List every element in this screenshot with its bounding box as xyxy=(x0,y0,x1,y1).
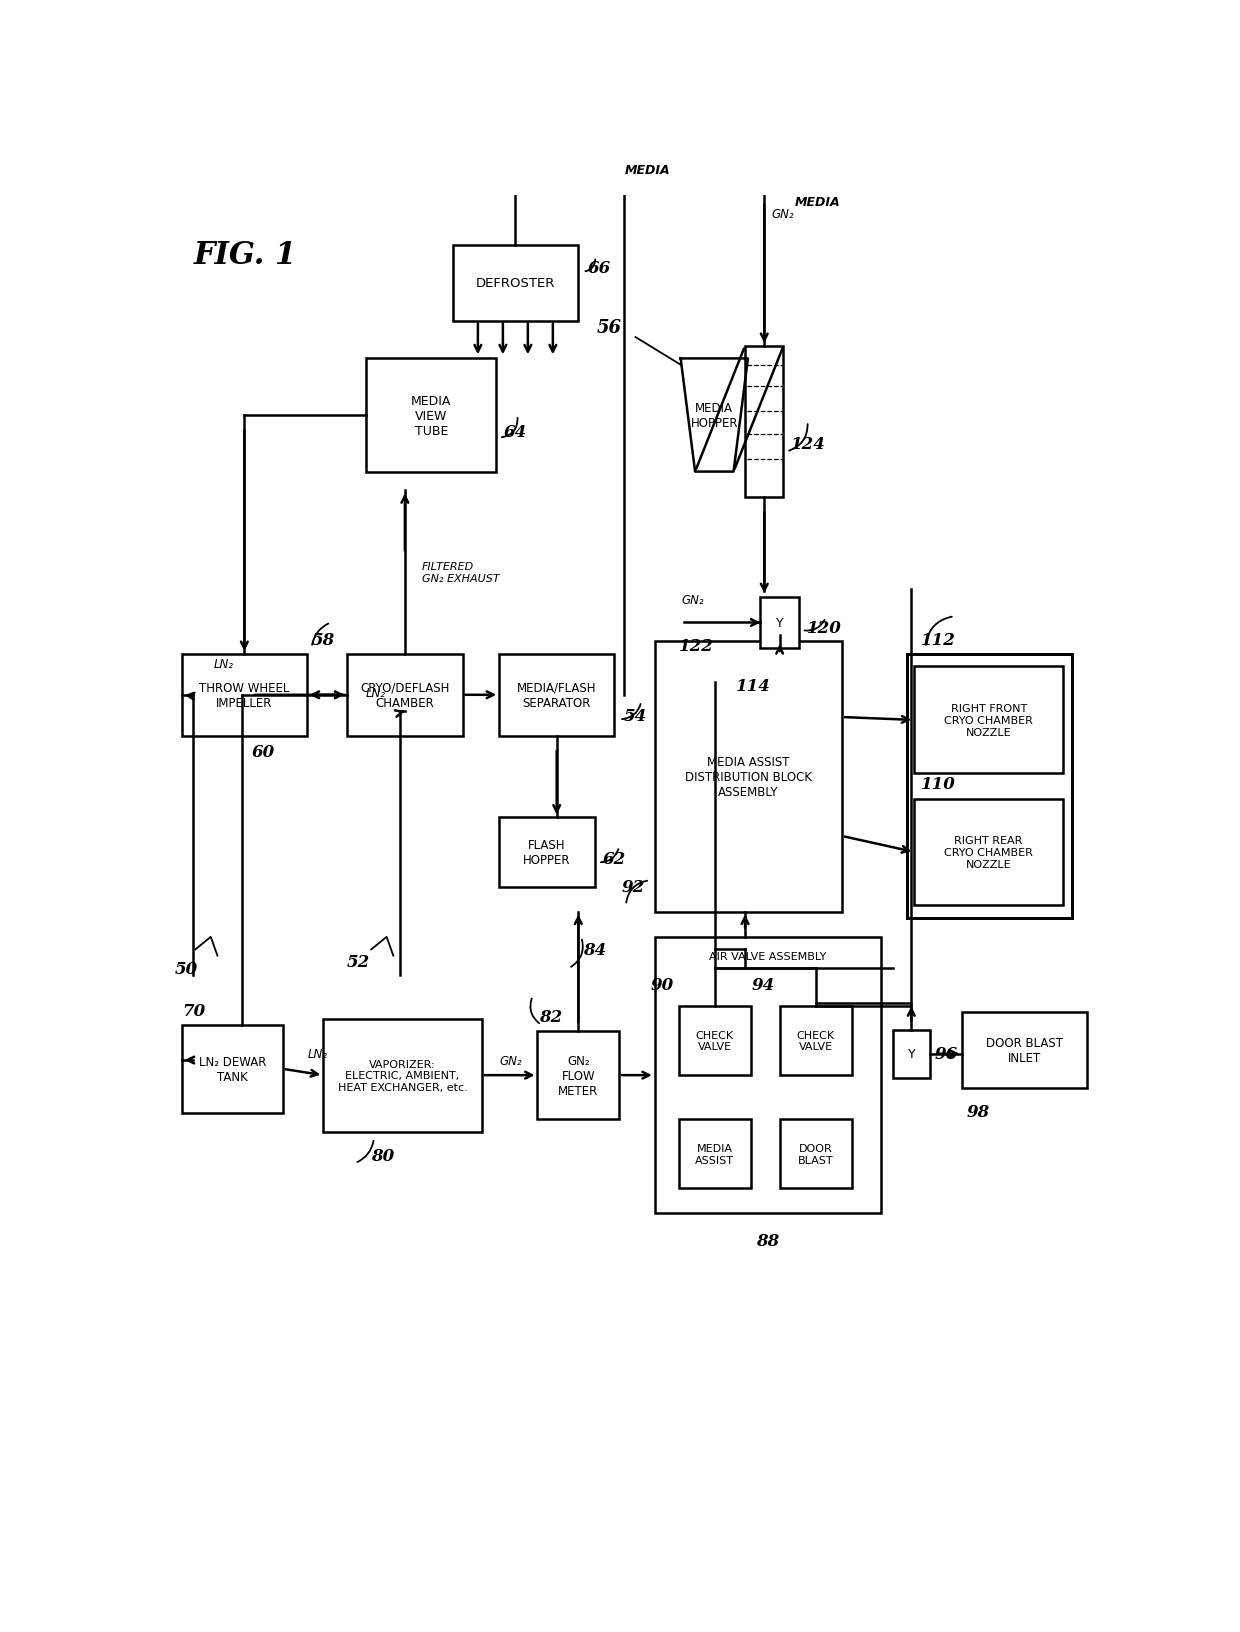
Text: 92: 92 xyxy=(622,878,645,896)
FancyBboxPatch shape xyxy=(655,641,842,912)
FancyBboxPatch shape xyxy=(962,1012,1087,1089)
Text: 114: 114 xyxy=(737,677,771,695)
Text: MEDIA/FLASH
SEPARATOR: MEDIA/FLASH SEPARATOR xyxy=(517,682,596,710)
Text: LN₂ DEWAR
TANK: LN₂ DEWAR TANK xyxy=(198,1056,267,1084)
Text: FLASH
HOPPER: FLASH HOPPER xyxy=(523,839,570,867)
Text: AIR VALVE ASSEMBLY: AIR VALVE ASSEMBLY xyxy=(709,951,826,961)
Text: 52: 52 xyxy=(347,953,371,971)
Text: 120: 120 xyxy=(806,620,842,636)
FancyBboxPatch shape xyxy=(182,654,306,736)
Text: GN₂: GN₂ xyxy=(773,209,795,222)
Text: 64: 64 xyxy=(503,424,527,441)
Text: 56: 56 xyxy=(596,318,622,336)
Text: DOOR BLAST
INLET: DOOR BLAST INLET xyxy=(986,1036,1063,1064)
Text: MEDIA: MEDIA xyxy=(795,196,841,209)
FancyBboxPatch shape xyxy=(780,1120,852,1188)
FancyBboxPatch shape xyxy=(893,1030,930,1079)
Text: DEFROSTER: DEFROSTER xyxy=(476,277,556,290)
Text: 124: 124 xyxy=(791,436,826,454)
Text: LN₂: LN₂ xyxy=(366,687,386,700)
Text: RIGHT REAR
CRYO CHAMBER
NOZZLE: RIGHT REAR CRYO CHAMBER NOZZLE xyxy=(944,836,1033,868)
Text: MEDIA
ASSIST: MEDIA ASSIST xyxy=(696,1144,734,1165)
Text: 82: 82 xyxy=(539,1009,563,1025)
Text: 80: 80 xyxy=(371,1147,394,1164)
FancyBboxPatch shape xyxy=(678,1007,751,1075)
Text: DOOR
BLAST: DOOR BLAST xyxy=(797,1144,833,1165)
Text: 90: 90 xyxy=(651,978,675,994)
Text: 88: 88 xyxy=(756,1232,779,1250)
Text: MEDIA: MEDIA xyxy=(625,165,671,178)
FancyBboxPatch shape xyxy=(914,800,1063,906)
Text: CHECK
VALVE: CHECK VALVE xyxy=(796,1030,835,1051)
Polygon shape xyxy=(681,359,748,472)
Text: 58: 58 xyxy=(311,632,335,648)
Text: VAPORIZER:
ELECTRIC, AMBIENT,
HEAT EXCHANGER, etc.: VAPORIZER: ELECTRIC, AMBIENT, HEAT EXCHA… xyxy=(337,1059,467,1092)
FancyBboxPatch shape xyxy=(182,1025,283,1113)
Text: 122: 122 xyxy=(678,636,714,654)
Text: 110: 110 xyxy=(921,775,956,793)
Text: Y: Y xyxy=(908,1048,915,1061)
Text: 54: 54 xyxy=(624,707,647,725)
FancyBboxPatch shape xyxy=(914,667,1063,774)
Text: 112: 112 xyxy=(921,632,956,648)
FancyBboxPatch shape xyxy=(498,654,614,736)
FancyBboxPatch shape xyxy=(367,359,496,472)
Text: GN₂: GN₂ xyxy=(682,594,704,607)
FancyBboxPatch shape xyxy=(745,346,784,498)
FancyBboxPatch shape xyxy=(537,1031,619,1120)
Text: MEDIA
HOPPER: MEDIA HOPPER xyxy=(691,401,738,429)
Text: CRYO/DEFLASH
CHAMBER: CRYO/DEFLASH CHAMBER xyxy=(360,682,450,710)
FancyBboxPatch shape xyxy=(453,246,578,322)
Text: MEDIA ASSIST
DISTRIBUTION BLOCK
ASSEMBLY: MEDIA ASSIST DISTRIBUTION BLOCK ASSEMBLY xyxy=(684,756,812,798)
Text: MEDIA
VIEW
TUBE: MEDIA VIEW TUBE xyxy=(412,395,451,437)
Text: FILTERED
GN₂ EXHAUST: FILTERED GN₂ EXHAUST xyxy=(422,561,500,584)
Text: 62: 62 xyxy=(603,850,626,868)
FancyBboxPatch shape xyxy=(678,1120,751,1188)
Text: FIG. 1: FIG. 1 xyxy=(193,240,296,271)
Text: 94: 94 xyxy=(751,978,775,994)
FancyBboxPatch shape xyxy=(324,1018,481,1133)
Text: 98: 98 xyxy=(967,1103,991,1120)
FancyBboxPatch shape xyxy=(498,818,595,888)
Text: LN₂: LN₂ xyxy=(213,658,233,671)
Text: 84: 84 xyxy=(583,942,606,958)
Text: 70: 70 xyxy=(182,1002,205,1018)
Text: GN₂
FLOW
METER: GN₂ FLOW METER xyxy=(558,1054,599,1097)
Text: 96: 96 xyxy=(935,1046,957,1062)
Text: 50: 50 xyxy=(174,960,197,978)
Text: CHECK
VALVE: CHECK VALVE xyxy=(696,1030,734,1051)
Text: GN₂: GN₂ xyxy=(500,1054,522,1067)
FancyBboxPatch shape xyxy=(347,654,463,736)
Text: Y: Y xyxy=(776,617,784,630)
FancyBboxPatch shape xyxy=(906,654,1071,919)
FancyBboxPatch shape xyxy=(760,597,799,648)
Text: RIGHT FRONT
CRYO CHAMBER
NOZZLE: RIGHT FRONT CRYO CHAMBER NOZZLE xyxy=(944,703,1033,738)
Text: 60: 60 xyxy=(252,744,275,761)
Text: 66: 66 xyxy=(588,259,611,277)
FancyBboxPatch shape xyxy=(780,1007,852,1075)
Text: LN₂: LN₂ xyxy=(308,1048,327,1061)
Text: THROW WHEEL
IMPELLER: THROW WHEEL IMPELLER xyxy=(200,682,290,710)
FancyBboxPatch shape xyxy=(655,937,880,1214)
